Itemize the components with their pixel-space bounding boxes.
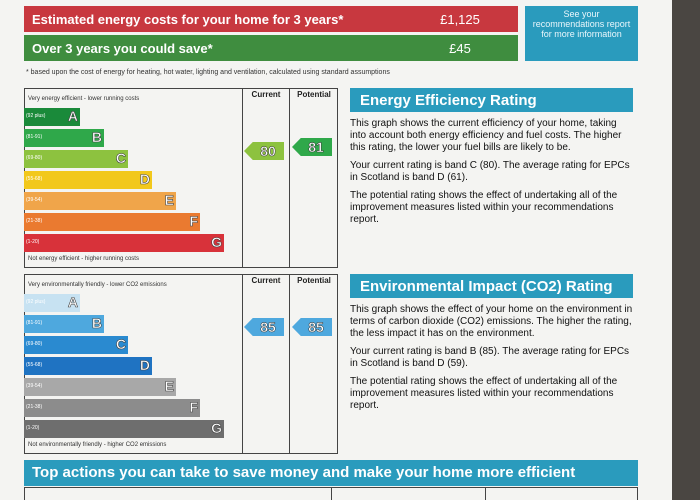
scale-bottom-label: Not environmentally friendly - higher CO…: [28, 442, 167, 448]
cost-row-savings: Over 3 years you could save* £45: [24, 35, 638, 61]
panel-paragraph: The potential rating shows the effect of…: [350, 376, 618, 411]
band-letter: E: [164, 378, 174, 395]
band-letter: A: [67, 108, 79, 125]
band-letter: C: [115, 150, 127, 167]
environmental-impact-graph: Current Potential Very environmentally f…: [24, 274, 338, 454]
band-range: (39-54): [26, 197, 43, 203]
panel-title: Energy Efficiency Rating: [350, 88, 633, 112]
recommendations-note: See your recommendations report for more…: [525, 6, 638, 61]
band-range: (1-20): [26, 239, 40, 245]
rating-band-e: (39-54) E: [24, 192, 176, 210]
cost-value: £1,125: [402, 6, 518, 32]
band-range: (92 plus): [26, 113, 46, 119]
band-letter: B: [91, 315, 103, 332]
band-range: (55-68): [26, 362, 43, 368]
graph-divider: [242, 274, 243, 454]
potential-rating-pointer: 85: [292, 318, 332, 336]
panel-paragraph: This graph shows the current efficiency …: [350, 118, 622, 153]
band-range: (1-20): [26, 425, 40, 431]
rating-band-f: (21-38) F: [24, 213, 200, 231]
scale-bottom-label: Not energy efficient - higher running co…: [28, 256, 139, 262]
graph-divider: [289, 88, 290, 268]
cost-label: Estimated energy costs for your home for…: [24, 6, 402, 32]
graph-divider: [289, 274, 290, 454]
band-range: (21-38): [26, 404, 43, 410]
rating-band-g: (1-20) G: [24, 420, 224, 438]
rating-band-d: (55-68) D: [24, 171, 152, 189]
band-range: (92 plus): [26, 299, 46, 305]
actions-table-frame: [24, 487, 638, 500]
band-letter: F: [189, 399, 198, 416]
potential-rating-pointer: 81: [292, 138, 332, 156]
band-letter: G: [211, 420, 222, 437]
graph-divider: [242, 88, 243, 268]
rating-band-g: (1-20) G: [24, 234, 224, 252]
band-range: (39-54): [26, 383, 43, 389]
band-range: (69-80): [26, 155, 43, 161]
panel-paragraph: Your current rating is band B (85). The …: [350, 346, 630, 369]
table-surface: [672, 0, 700, 500]
rating-band-e: (39-54) E: [24, 378, 176, 396]
scale-top-label: Very energy efficient - lower running co…: [28, 96, 140, 102]
rating-band-c: (69-80) C: [24, 336, 128, 354]
energy-efficiency-panel: Energy Efficiency Rating This graph show…: [350, 88, 633, 232]
panel-paragraph: This graph shows the effect of your home…: [350, 304, 633, 339]
cost-row-estimated: Estimated energy costs for your home for…: [24, 6, 638, 32]
band-letter: C: [115, 336, 127, 353]
energy-efficiency-graph: Current Potential Very energy efficient …: [24, 88, 338, 268]
environmental-impact-panel: Environmental Impact (CO2) Rating This g…: [350, 274, 633, 418]
panel-paragraph: The potential rating shows the effect of…: [350, 190, 618, 225]
panel-text: This graph shows the effect of your home…: [350, 304, 633, 412]
top-actions-heading: Top actions you can take to save money a…: [24, 460, 638, 486]
panel-paragraph: Your current rating is band C (80). The …: [350, 160, 630, 183]
band-range: (81-91): [26, 134, 43, 140]
potential-header: Potential: [297, 90, 331, 99]
band-range: (55-68): [26, 176, 43, 182]
panel-text: This graph shows the current efficiency …: [350, 118, 633, 226]
band-letter: F: [189, 213, 198, 230]
band-range: (21-38): [26, 218, 43, 224]
table-divider: [331, 488, 332, 500]
band-letter: E: [164, 192, 174, 209]
rating-band-d: (55-68) D: [24, 357, 152, 375]
energy-costs-table: Estimated energy costs for your home for…: [24, 6, 638, 64]
rating-band-b: (81-91) B: [24, 315, 104, 333]
band-letter: A: [67, 294, 79, 311]
band-range: (69-80): [26, 341, 43, 347]
rating-band-a: (92 plus) A: [24, 108, 80, 126]
current-rating-pointer: 80: [244, 142, 284, 160]
potential-header: Potential: [297, 276, 331, 285]
table-divider: [485, 488, 486, 500]
rating-band-b: (81-91) B: [24, 129, 104, 147]
epc-document: Estimated energy costs for your home for…: [0, 0, 672, 500]
cost-footnote: * based upon the cost of energy for heat…: [26, 69, 390, 76]
current-header: Current: [251, 90, 281, 99]
rating-band-a: (92 plus) A: [24, 294, 80, 312]
band-range: (81-91): [26, 320, 43, 326]
band-letter: D: [139, 357, 151, 374]
band-letter: D: [139, 171, 151, 188]
panel-title: Environmental Impact (CO2) Rating: [350, 274, 633, 298]
current-rating-pointer: 85: [244, 318, 284, 336]
band-letter: G: [211, 234, 222, 251]
current-header: Current: [251, 276, 281, 285]
cost-label: Over 3 years you could save*: [24, 35, 402, 61]
cost-value: £45: [402, 35, 518, 61]
rating-band-f: (21-38) F: [24, 399, 200, 417]
rating-band-c: (69-80) C: [24, 150, 128, 168]
scale-top-label: Very environmentally friendly - lower CO…: [28, 282, 167, 288]
band-letter: B: [91, 129, 103, 146]
